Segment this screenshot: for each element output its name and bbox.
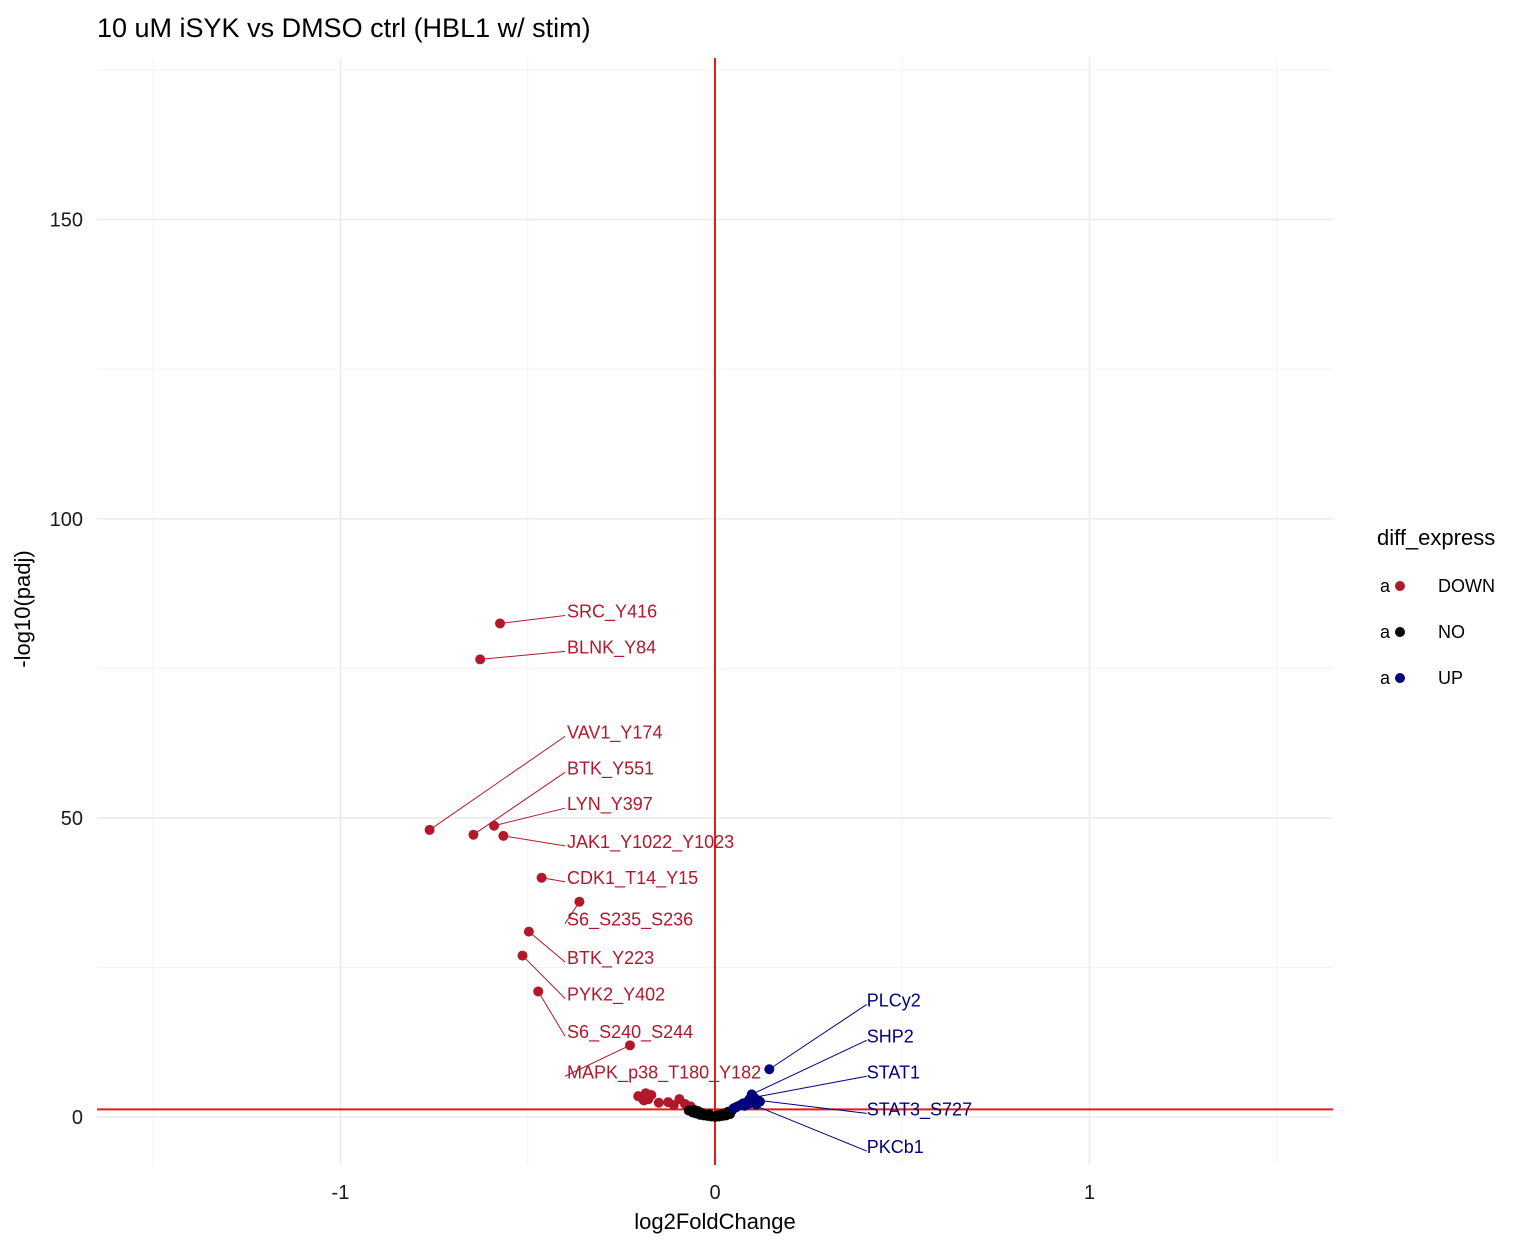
- x-tick-label: 0: [709, 1182, 720, 1204]
- point-label: STAT3_S727: [867, 1099, 972, 1120]
- label-connector: [473, 771, 566, 836]
- data-point-down: [489, 820, 500, 831]
- label-connector: [769, 1004, 867, 1070]
- legend-entry-label: UP: [1438, 668, 1463, 688]
- chart-title: 10 uM iSYK vs DMSO ctrl (HBL1 w/ stim): [97, 13, 591, 43]
- y-tick-label: 0: [72, 1107, 83, 1129]
- label-connector: [528, 931, 566, 963]
- x-axis-title: log2FoldChange: [634, 1209, 795, 1234]
- data-point-up: [764, 1064, 775, 1075]
- data-point-down: [424, 824, 435, 835]
- legend-key-glyph: a: [1380, 576, 1391, 596]
- point-label: BTK_Y223: [567, 948, 654, 969]
- legend-entry-label: NO: [1438, 622, 1465, 642]
- data-points: [424, 618, 775, 1122]
- data-point-down: [523, 926, 534, 937]
- data-point-down: [668, 1100, 679, 1111]
- label-connector: [751, 1039, 867, 1095]
- y-tick-label: 50: [61, 808, 83, 830]
- point-label: STAT1: [867, 1062, 920, 1082]
- legend-key-glyph: a: [1380, 622, 1391, 642]
- legend: diff_express a DOWN a NO a UP: [1377, 525, 1495, 688]
- legend-key-glyph: a: [1380, 668, 1391, 688]
- point-label: BLNK_Y84: [567, 637, 656, 658]
- point-label: S6_S240_S244: [567, 1022, 693, 1043]
- data-point-down: [517, 950, 528, 961]
- point-label: BTK_Y551: [567, 758, 654, 779]
- point-label: PLCy2: [867, 990, 921, 1010]
- label-connector: [493, 807, 566, 827]
- data-point-down: [646, 1089, 657, 1100]
- legend-key-point: [1395, 627, 1405, 637]
- point-label: JAK1_Y1022_Y1023: [567, 832, 734, 853]
- y-tick-labels: 0 50 100 150: [50, 210, 83, 1130]
- point-label: PYK2_Y402: [567, 984, 665, 1005]
- reference-lines: [97, 58, 1333, 1165]
- point-label: S6_S235_S236: [567, 910, 693, 931]
- label-connector: [480, 650, 566, 660]
- label-connectors: [429, 615, 867, 1152]
- data-point-down: [638, 1095, 649, 1106]
- label-connector: [746, 1101, 867, 1152]
- label-connector: [429, 735, 566, 831]
- data-point-down: [653, 1097, 664, 1108]
- data-point-down: [495, 618, 506, 629]
- data-point-down: [498, 830, 509, 841]
- label-connector: [749, 1098, 867, 1114]
- point-label: SRC_Y416: [567, 602, 657, 623]
- label-connector: [499, 615, 566, 624]
- legend-key-point: [1395, 581, 1405, 591]
- data-point-down: [533, 986, 544, 997]
- y-tick-label: 150: [50, 210, 83, 232]
- x-tick-label: 1: [1084, 1182, 1095, 1204]
- data-point-up: [728, 1103, 739, 1114]
- label-connector: [537, 991, 566, 1037]
- point-label: CDK1_T14_Y15: [567, 868, 698, 889]
- point-label: PKCb1: [867, 1137, 924, 1157]
- label-connector: [503, 835, 566, 847]
- data-point-down: [624, 1040, 635, 1051]
- y-tick-label: 100: [50, 509, 83, 531]
- data-point-no: [711, 1110, 722, 1121]
- data-point-down: [475, 654, 486, 665]
- point-label: SHP2: [867, 1026, 914, 1046]
- label-connector: [564, 1044, 631, 1077]
- point-label: MAPK_p38_T180_Y182: [567, 1062, 761, 1083]
- point-label: VAV1_Y174: [567, 722, 662, 743]
- data-point-up: [743, 1098, 754, 1109]
- legend-entries: a DOWN a NO a UP: [1380, 576, 1495, 688]
- label-connector: [522, 955, 566, 999]
- data-point-down: [536, 872, 547, 883]
- data-point-down: [574, 896, 585, 907]
- legend-entry-label: DOWN: [1438, 576, 1495, 596]
- data-point-up: [753, 1095, 764, 1106]
- data-point-no: [704, 1109, 715, 1120]
- legend-key-point: [1395, 673, 1405, 683]
- legend-title: diff_express: [1377, 525, 1495, 550]
- point-labels: SRC_Y416 BLNK_Y84 VAV1_Y174 BTK_Y551 LYN_Y39…: [567, 602, 972, 1158]
- data-point-down: [468, 829, 479, 840]
- label-connector: [753, 1075, 867, 1098]
- point-label: LYN_Y397: [567, 794, 653, 815]
- y-axis-title: -log10(padj): [10, 550, 35, 667]
- x-tick-labels: -1 0 1: [332, 1182, 1096, 1204]
- x-tick-label: -1: [332, 1182, 350, 1204]
- data-point-no: [693, 1106, 704, 1117]
